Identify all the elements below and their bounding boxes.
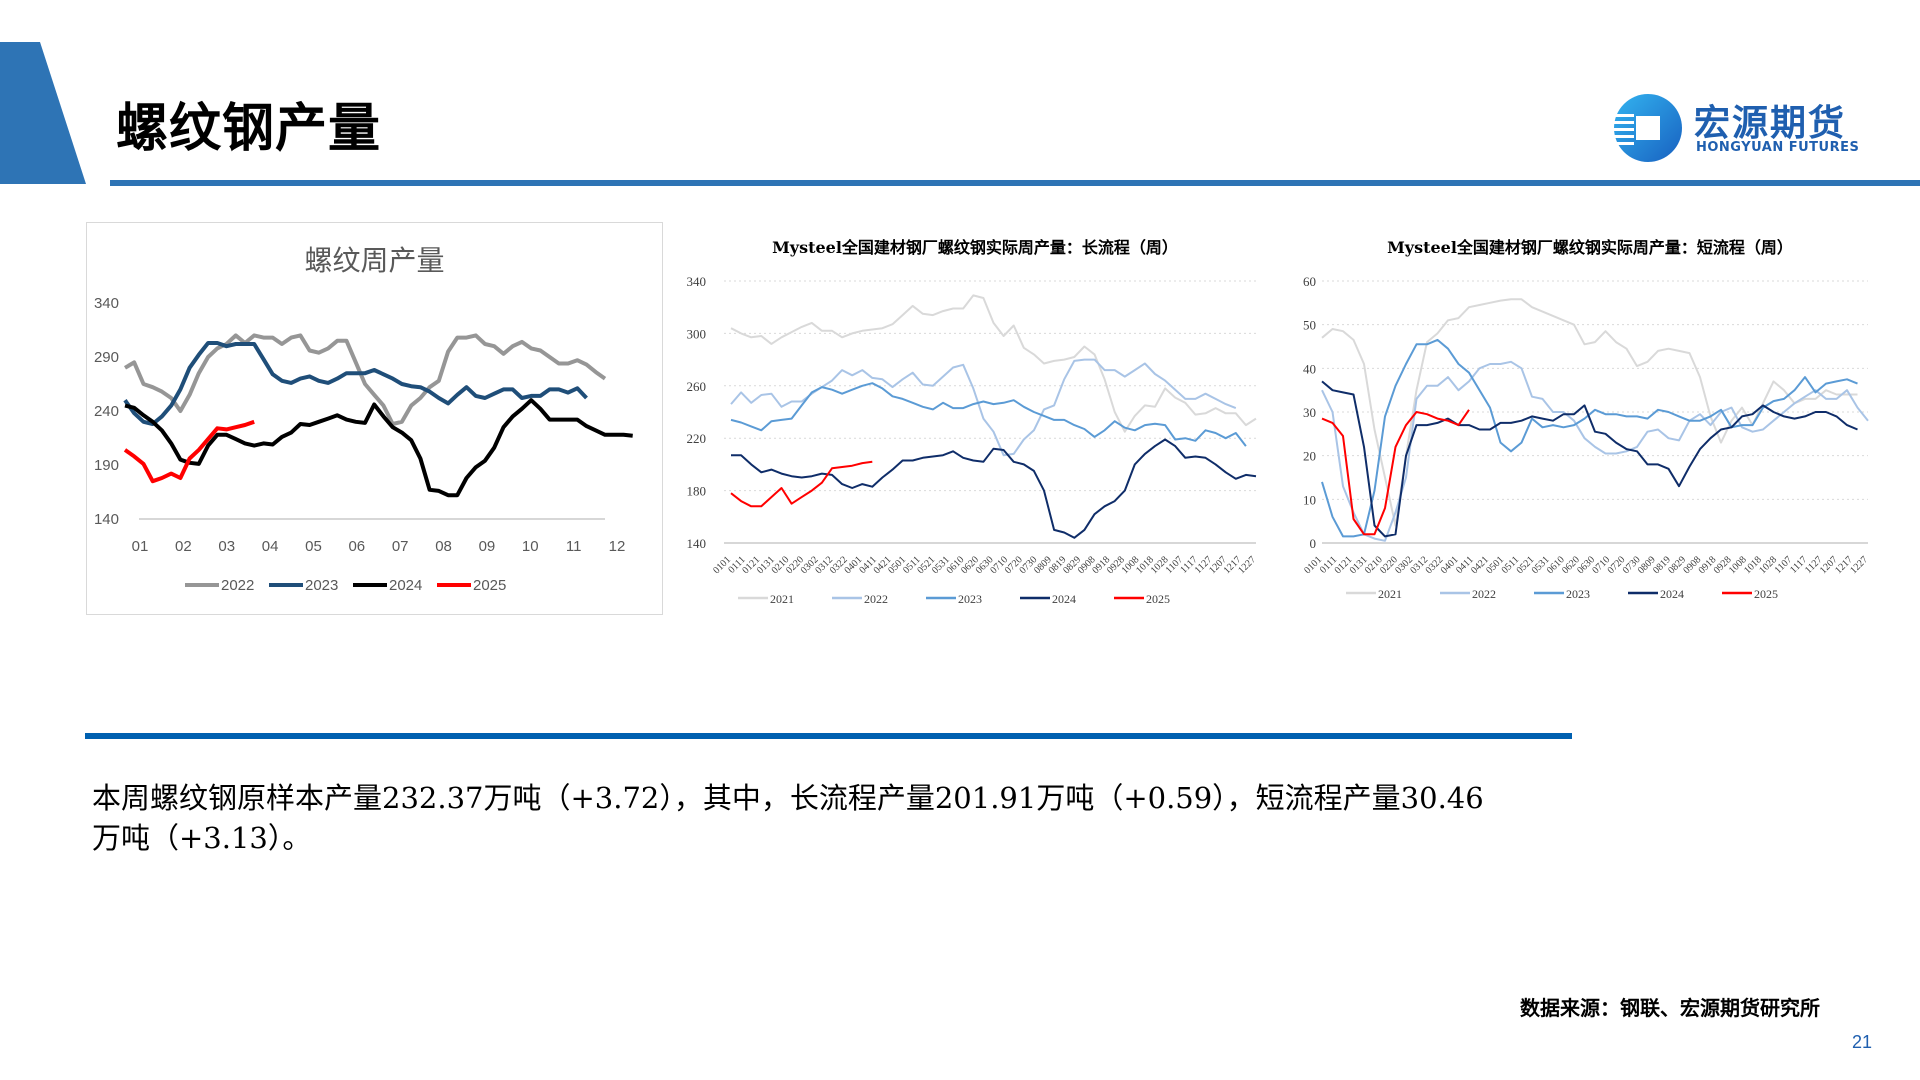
y-tick-label: 290 <box>94 349 119 366</box>
x-tick-label: 03 <box>218 538 235 555</box>
x-tick-label: 11 <box>566 538 582 555</box>
y-tick-label: 0 <box>1310 536 1317 551</box>
chart-rebar-weekly-output: 螺纹周产量 140 190 240 290 340 01 02 03 04 05 06 07 08 09 1… <box>86 222 663 615</box>
series-line-2024 <box>731 438 1257 539</box>
summary-text: 本周螺纹钢原样本产量232.37万吨（+3.72），其中，长流程产量201.91… <box>92 778 1612 858</box>
legend-label: 2023 <box>958 592 982 606</box>
legend-label: 2025 <box>473 577 506 594</box>
logo-text-en: HONGYUAN FUTURES <box>1696 140 1860 155</box>
series-line-2023 <box>730 382 1247 447</box>
legend-label: 2022 <box>864 592 888 606</box>
chart-title: Mysteel全国建材钢厂螺纹钢实际周产量：长流程（周） <box>772 238 1178 257</box>
x-tick-label: 02 <box>175 538 192 555</box>
x-tick-label: 06 <box>348 538 365 555</box>
x-tick-label: 01 <box>132 538 149 555</box>
series-line-2025 <box>730 460 873 508</box>
y-tick-label: 240 <box>94 403 119 420</box>
y-tick-label: 340 <box>94 295 119 312</box>
y-tick-label: 10 <box>1303 492 1316 507</box>
series-line-2021 <box>730 294 1257 433</box>
page-title: 螺纹钢产量 <box>116 99 382 159</box>
y-tick-label: 340 <box>687 274 707 289</box>
chart-plot: 0102030405060010101110121013102100220030… <box>1302 274 1870 601</box>
chart-plot: 140 190 240 290 340 01 02 03 04 05 06 07 08 09 10 11 12 2… <box>94 295 633 594</box>
legend-label: 2025 <box>1754 587 1778 601</box>
chart-title: Mysteel全国建材钢厂螺纹钢实际周产量：短流程（周） <box>1387 238 1793 257</box>
legend-label: 2024 <box>1052 592 1076 606</box>
y-tick-label: 220 <box>687 431 707 446</box>
y-tick-label: 190 <box>94 457 119 474</box>
chart-legend: 2022 2023 2024 2025 <box>185 577 506 594</box>
header-rule <box>110 180 1920 186</box>
summary-line-2: 万吨（+3.13）。 <box>92 821 312 855</box>
y-tick-label: 40 <box>1303 361 1316 376</box>
series-line-2022 <box>1321 360 1869 542</box>
series-line-2022 <box>730 358 1237 457</box>
section-divider <box>85 733 1572 739</box>
data-source: 数据来源：钢联、宏源期货研究所 <box>1520 996 1820 1020</box>
legend-label: 2024 <box>1660 587 1684 601</box>
series-line-2024 <box>124 398 633 498</box>
company-logo: 宏源期货 HONGYUAN FUTURES <box>1610 92 1860 164</box>
series-line-2023 <box>123 341 588 426</box>
x-tick-label: 1227 <box>1236 554 1258 576</box>
legend-label: 2022 <box>1472 587 1496 601</box>
y-tick-label: 50 <box>1303 318 1316 333</box>
x-tick-label: 04 <box>262 538 279 555</box>
page-number: 21 <box>1852 1032 1873 1052</box>
x-tick-label: 1227 <box>1848 554 1870 576</box>
series-line-2021 <box>1321 298 1858 527</box>
y-tick-label: 140 <box>687 536 707 551</box>
legend-label: 2021 <box>1378 587 1402 601</box>
series-line-2024 <box>1321 380 1858 538</box>
chart-long-process-output: Mysteel全国建材钢厂螺纹钢实际周产量：长流程（周） 140 180 220 26… <box>680 228 1270 613</box>
legend-label: 2022 <box>221 577 254 594</box>
series-line-2025 <box>123 419 255 484</box>
y-tick-label: 180 <box>687 484 707 499</box>
logo-text-cn: 宏源期货 <box>1694 103 1847 144</box>
header-accent-shape <box>0 42 86 184</box>
chart-short-process-output: Mysteel全国建材钢厂螺纹钢实际周产量：短流程（周） 0 10 20 30 40 50… <box>1292 228 1888 613</box>
y-tick-label: 260 <box>687 379 707 394</box>
y-tick-label: 30 <box>1303 405 1316 420</box>
x-tick-label: 07 <box>392 538 409 555</box>
chart-title: 螺纹周产量 <box>304 244 445 277</box>
y-tick-label: 60 <box>1303 274 1316 289</box>
x-tick-label: 12 <box>609 538 626 555</box>
chart-legend: 2021 2022 2023 2024 2025 <box>1346 587 1778 601</box>
chart-legend: 2021 2022 2023 2024 2025 <box>738 592 1170 606</box>
legend-label: 2023 <box>1566 587 1590 601</box>
chart-plot: 1401802202603003400101011101210131021002… <box>687 274 1259 606</box>
legend-label: 2021 <box>770 592 794 606</box>
legend-label: 2023 <box>305 577 338 594</box>
x-tick-label: 08 <box>435 538 452 555</box>
y-tick-label: 140 <box>94 511 119 528</box>
x-tick-label: 05 <box>305 538 322 555</box>
summary-line-1: 本周螺纹钢原样本产量232.37万吨（+3.72），其中，长流程产量201.91… <box>92 781 1484 815</box>
series-line-2023 <box>1321 338 1858 538</box>
series-line-2022 <box>123 333 607 426</box>
y-tick-label: 300 <box>687 326 707 341</box>
logo-emblem-icon <box>1612 94 1682 162</box>
x-tick-label: 09 <box>479 538 496 555</box>
legend-label: 2024 <box>389 577 422 594</box>
series-line-2025 <box>1321 409 1470 536</box>
legend-label: 2025 <box>1146 592 1170 606</box>
x-tick-label: 10 <box>522 538 539 555</box>
y-tick-label: 20 <box>1303 449 1316 464</box>
